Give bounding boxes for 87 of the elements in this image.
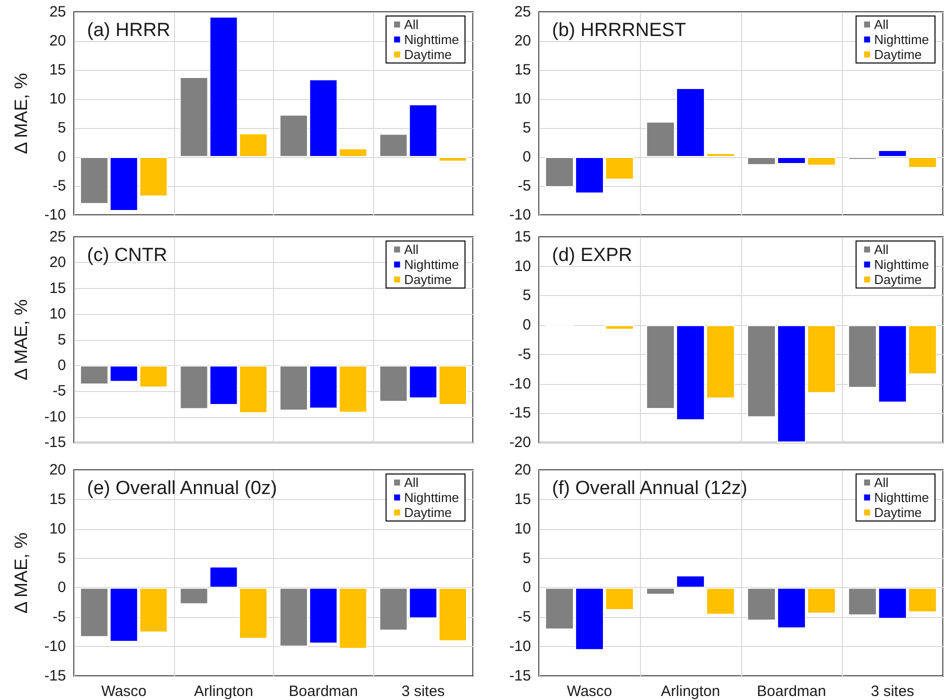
y-tick-label: 20: [514, 32, 531, 50]
y-tick-label: 15: [514, 490, 531, 508]
y-axis-title: Δ MAE, %: [11, 72, 31, 154]
y-tick-label: -20: [509, 434, 531, 451]
y-tick-label: 10: [514, 258, 531, 275]
legend-label: All: [404, 17, 419, 32]
y-tick-label: 15: [514, 62, 531, 78]
x-tick-label: Boardman: [288, 683, 358, 700]
legend-label: Daytime: [404, 272, 452, 287]
legend-label: All: [404, 475, 419, 490]
y-tick-label: 15: [49, 280, 66, 297]
x-tick-label: Wasco: [101, 683, 147, 700]
x-tick-label: Wasco: [566, 683, 612, 700]
y-tick-label: 0: [522, 148, 531, 166]
y-tick-label: -5: [518, 608, 531, 626]
y-tick-label: -15: [509, 668, 531, 684]
y-tick-label: 0: [58, 579, 66, 596]
y-tick-label: 15: [49, 490, 66, 508]
legend-label: Daytime: [404, 47, 452, 62]
legend-label: All: [874, 242, 889, 257]
y-tick-label: 5: [58, 120, 66, 136]
y-tick-label: -10: [44, 206, 66, 224]
y-tick-label: 25: [49, 228, 66, 246]
x-tick-label: Boardman: [756, 683, 826, 700]
y-tick-label: -10: [44, 408, 66, 426]
y-tick-label: -5: [52, 382, 66, 400]
y-tick-label: 10: [514, 520, 531, 538]
bar: [438, 157, 468, 162]
y-tick-label: 25: [49, 4, 66, 20]
y-tick-label: 5: [522, 120, 531, 136]
legend-label: All: [874, 475, 889, 490]
y-tick-label: -15: [509, 404, 531, 422]
x-tick-label: Arlington: [194, 683, 254, 700]
legend-label: Daytime: [874, 47, 922, 62]
y-tick-label: 0: [522, 579, 531, 596]
chart-title: (c) CNTR: [87, 245, 168, 266]
y-tick-label: 10: [49, 520, 66, 538]
x-tick-label: Arlington: [660, 683, 720, 700]
legend-label: Nighttime: [874, 257, 930, 272]
chart-title: (a) HRRR: [87, 20, 170, 41]
chart-title: (d) EXPR: [552, 245, 632, 266]
chart-title: (f) Overall Annual (12z): [552, 478, 748, 499]
y-tick-label: 15: [49, 62, 66, 78]
legend-label: Daytime: [404, 505, 452, 520]
chart-title: (e) Overall Annual (0z): [87, 478, 278, 499]
legend-label: All: [874, 17, 889, 32]
y-tick-label: 0: [58, 148, 66, 166]
y-tick-label: -5: [518, 346, 531, 363]
y-axis-title: Δ MAE, %: [11, 299, 31, 380]
legend-label: Nighttime: [404, 490, 460, 505]
y-tick-label: -10: [509, 638, 531, 656]
y-tick-label: 5: [58, 550, 66, 567]
bar: [908, 157, 937, 168]
legend-label: Daytime: [874, 272, 922, 287]
y-axis-title: Δ MAE, %: [11, 532, 31, 614]
y-tick-label: 10: [514, 90, 531, 108]
legend-label: Nighttime: [404, 32, 460, 47]
y-tick-label: -10: [509, 206, 531, 224]
y-tick-label: -5: [518, 178, 531, 194]
y-tick-label: 15: [514, 228, 531, 246]
y-tick-label: 10: [49, 90, 66, 108]
y-tick-label: 20: [49, 254, 66, 272]
legend-label: Nighttime: [874, 32, 930, 47]
y-tick-label: -15: [44, 434, 66, 451]
y-tick-label: 0: [58, 356, 66, 374]
y-tick-label: 5: [522, 287, 531, 304]
legend-label: Daytime: [874, 505, 922, 520]
y-tick-label: -5: [52, 608, 66, 626]
y-tick-label: 25: [514, 4, 531, 20]
y-tick-label: 5: [522, 550, 531, 567]
y-tick-label: 20: [49, 462, 66, 478]
y-tick-label: -10: [509, 375, 531, 392]
legend-label: Nighttime: [404, 257, 460, 272]
y-tick-label: -5: [52, 178, 66, 194]
y-tick-label: 5: [58, 331, 66, 348]
y-tick-label: 0: [522, 316, 531, 334]
x-tick-label: 3 sites: [870, 683, 914, 700]
legend-label: Nighttime: [874, 490, 930, 505]
y-tick-label: 20: [49, 32, 66, 50]
y-tick-label: 20: [514, 462, 531, 478]
chart-title: (b) HRRRNEST: [552, 20, 686, 41]
bar: [878, 150, 907, 157]
y-tick-label: -15: [44, 668, 66, 684]
x-tick-label: 3 sites: [401, 683, 445, 700]
y-tick-label: -10: [44, 638, 66, 656]
legend-label: All: [404, 242, 419, 257]
y-tick-label: 10: [49, 306, 66, 323]
